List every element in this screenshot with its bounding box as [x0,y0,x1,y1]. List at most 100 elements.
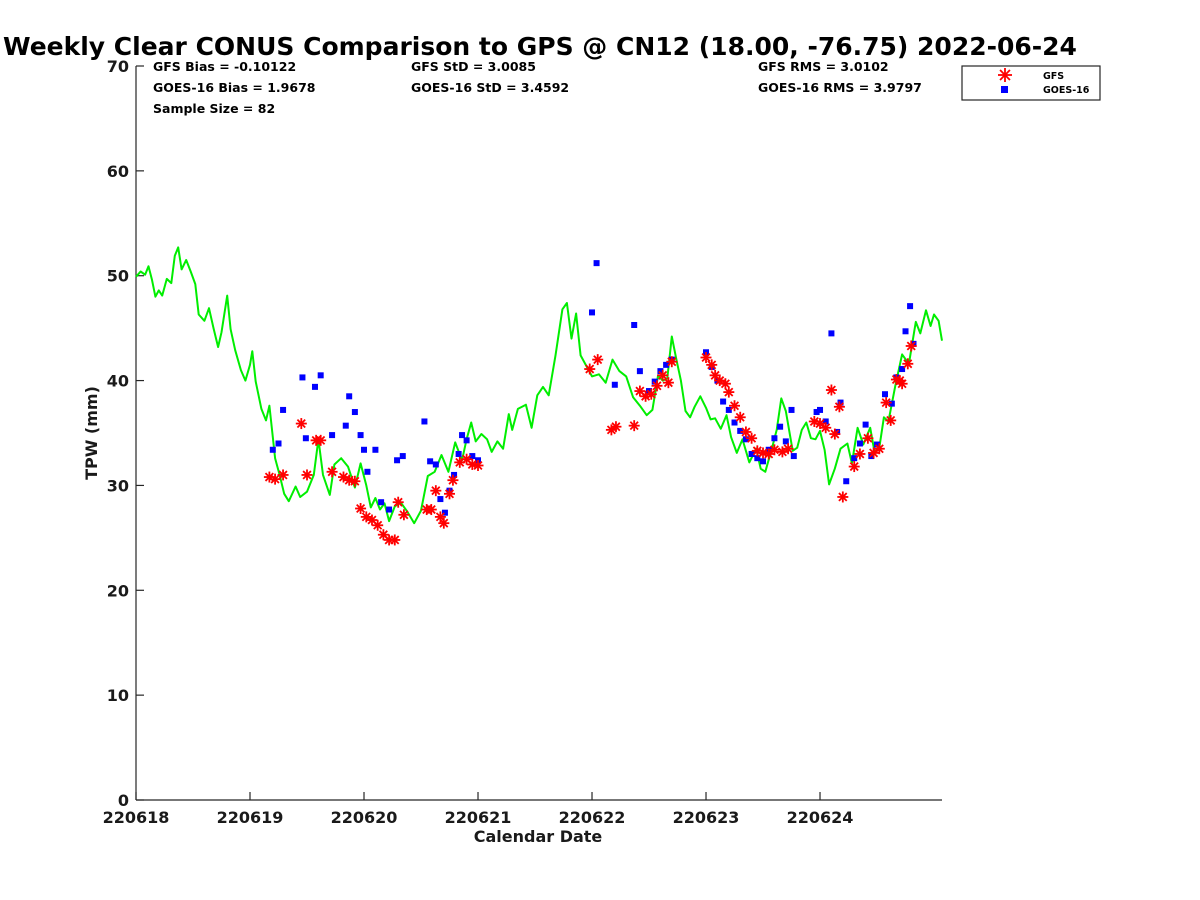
gfs-point [269,473,281,485]
x-axis-label: Calendar Date [474,827,603,846]
goes-point [427,458,434,465]
gfs-point [657,369,669,381]
goes-point [437,496,444,503]
gfs-point [700,352,712,364]
goes-point [351,409,358,416]
gfs-point [430,485,442,497]
legend-gfs-marker [998,68,1012,82]
gfs-point [355,502,367,514]
gfs-point [723,386,735,398]
gfs-point [734,411,746,423]
goes-point [399,453,406,460]
goes-point [862,421,869,428]
legend-gfs-asterisk [998,68,1012,82]
x-tick-label: 220620 [331,808,398,827]
goes-point [589,309,596,316]
goes-point [888,400,895,407]
gfs-point [862,432,874,444]
gfs-point [833,401,845,413]
gfs-point [885,414,897,426]
goes-point [725,406,732,413]
goes-point [441,509,448,516]
gfs-point [301,469,313,481]
gfs-point [372,519,384,531]
goes-point [856,440,863,447]
stat-gfs-std: GFS StD = 3.0085 [411,59,536,74]
goes-point [611,381,618,388]
goes-point [421,418,428,425]
stat-sample-size: Sample Size = 82 [153,101,275,116]
goes-point [902,328,909,335]
gfs-point [466,458,478,470]
goes-point [782,438,789,445]
gfs-point [814,418,826,430]
axes [135,66,942,801]
gfs-point [425,504,437,516]
gfs-point [837,491,849,503]
gfs-point [662,377,674,389]
gfs-point [438,517,450,529]
goes-point [851,455,858,462]
gfs-point [349,475,361,487]
goes-point [451,471,458,478]
gfs-point [389,534,401,546]
gfs-point [768,444,780,456]
goes-point [651,378,658,385]
gfs-point [829,428,841,440]
goes-point [631,321,638,328]
goes-point [299,374,306,381]
goes-point [317,372,324,379]
goes-point [459,432,466,439]
goes-point [280,406,287,413]
goes-point [357,432,364,439]
goes-point [269,446,276,453]
goes-point [364,468,371,475]
gfs-point [825,384,837,396]
gfs-point [854,448,866,460]
goes-point [881,391,888,398]
y-tick-label: 0 [118,791,129,810]
x-tick-label: 220619 [217,808,284,827]
gfs-point [398,509,410,521]
goes-point [813,409,820,416]
y-tick-label: 70 [107,57,129,76]
gfs-point [729,400,741,412]
chart-title: Weekly Clear CONUS Comparison to GPS @ C… [3,32,1077,61]
gfs-point [666,356,678,368]
x-tick-label: 220621 [445,808,512,827]
gfs-point [315,434,327,446]
goes-point [311,383,318,390]
legend: GFS GOES-16 [961,65,1101,101]
gfs-point [880,397,892,409]
goes-point [760,458,767,465]
goes-point [432,461,439,468]
gfs-point [905,340,917,352]
legend-goes-marker [1001,86,1008,93]
goes-point [777,423,784,430]
x-tick-label: 220618 [103,808,170,827]
goes-point [463,437,470,444]
y-ticks: 0 10 20 30 40 50 60 70 [107,57,144,810]
goes-point [361,446,368,453]
gfs-point [902,358,914,370]
goes-point [748,450,755,457]
gfs-point [326,466,338,478]
gfs-point [706,359,718,371]
goes-point [394,457,401,464]
goes-point [455,450,462,457]
goes-point [737,427,744,434]
x-ticks: 220618 220619 220620 220621 220622 220623 2206… [103,792,853,827]
goes-point [822,418,829,425]
goes-point [874,441,881,448]
goes-point [636,368,643,375]
gfs-point [873,443,885,455]
goes-point [469,453,476,460]
x-tick-label: 220623 [673,808,740,827]
goes-point [342,422,349,429]
goes-point [346,393,353,400]
goes-point [788,406,795,413]
gfs-point [277,469,289,481]
goes-point [899,366,906,373]
goes-point [828,330,835,337]
